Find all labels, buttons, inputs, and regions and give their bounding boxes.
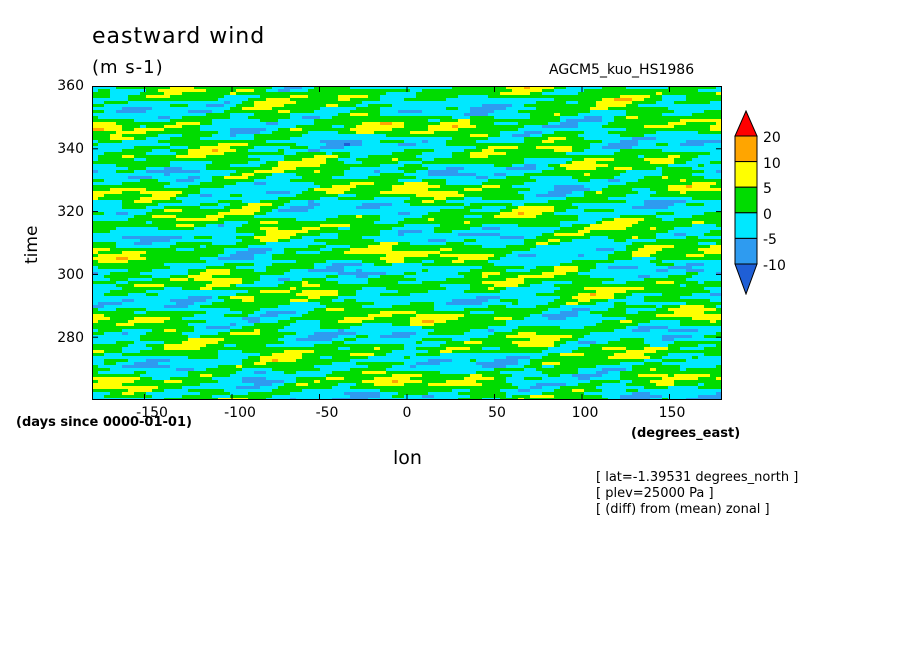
colorbar-swatch-0-5 [734, 186, 758, 214]
annotation-diff: [ (diff) from (mean) zonal ] [596, 502, 770, 517]
colorbar-swatch-above-20 [734, 110, 758, 137]
x-axis-label: lon [393, 447, 422, 469]
annotation-lat: [ lat=-1.39531 degrees_north ] [596, 470, 799, 485]
y-tick-label: 360 [57, 78, 84, 94]
colorbar-label: 10 [763, 156, 781, 172]
x-tick-label: 50 [488, 405, 506, 421]
y-axis-label: time [22, 225, 42, 264]
colorbar-swatch-5-10 [734, 161, 758, 188]
colorbar-swatch-neg10-neg5 [734, 237, 758, 265]
y-tick-label: 320 [57, 204, 84, 220]
x-tick-label: -150 [136, 405, 168, 421]
colorbar-label: -5 [763, 232, 777, 248]
colorbar-swatch-below-neg10 [734, 263, 758, 295]
colorbar-label: 0 [763, 207, 772, 223]
x-tick-label: 150 [658, 405, 686, 421]
colorbar [734, 110, 758, 295]
heatmap-cells [92, 86, 722, 400]
colorbar-label: 20 [763, 130, 781, 146]
x-tick-label: -100 [224, 405, 256, 421]
x-tick-label: 0 [402, 405, 412, 421]
heatmap-plot [92, 86, 722, 400]
x-tick-label: -50 [315, 405, 339, 421]
chart-title: eastward wind [92, 24, 266, 49]
colorbar-label: -10 [763, 258, 786, 274]
y-tick-label: 280 [57, 330, 84, 346]
annotation-plev: [ plev=25000 Pa ] [596, 486, 714, 501]
chart-units: (m s-1) [92, 57, 164, 78]
x-tick-label: 100 [571, 405, 599, 421]
y-tick-label: 300 [57, 267, 84, 283]
y-units-label: (days since 0000-01-01) [16, 415, 192, 430]
x-units-label: (degrees_east) [631, 426, 741, 441]
model-label: AGCM5_kuo_HS1986 [549, 62, 695, 78]
y-tick-label: 340 [57, 141, 84, 157]
colorbar-label: 5 [763, 181, 772, 197]
colorbar-swatch-10-20 [734, 135, 758, 163]
colorbar-swatch-neg5-0 [734, 212, 758, 239]
